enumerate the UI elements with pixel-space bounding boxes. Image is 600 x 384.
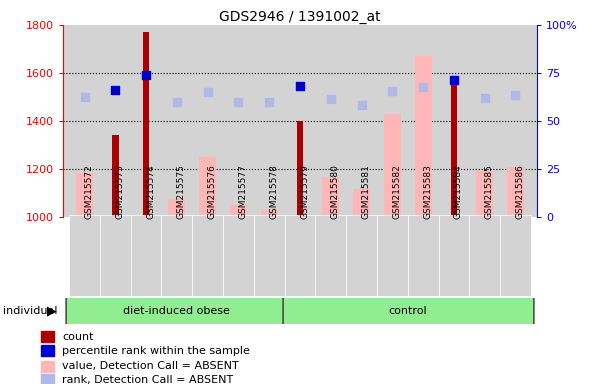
Text: value, Detection Call = ABSENT: value, Detection Call = ABSENT — [62, 361, 239, 371]
Point — [295, 83, 305, 89]
Text: GSM215580: GSM215580 — [331, 164, 340, 219]
Bar — [507, 167, 524, 217]
Text: count: count — [62, 332, 94, 342]
Point — [388, 88, 397, 94]
Text: GSM215583: GSM215583 — [423, 164, 432, 219]
Text: GSM215585: GSM215585 — [485, 164, 494, 219]
Text: GSM215584: GSM215584 — [454, 164, 463, 219]
Text: GSM215577: GSM215577 — [238, 164, 247, 219]
Text: individual: individual — [3, 306, 58, 316]
Bar — [169, 199, 185, 217]
Text: GSM215582: GSM215582 — [392, 164, 401, 219]
Point — [449, 77, 458, 83]
Text: GSM215574: GSM215574 — [146, 164, 155, 219]
Text: GSM215576: GSM215576 — [208, 164, 217, 219]
Point — [203, 89, 212, 95]
Bar — [439, 215, 469, 296]
Bar — [112, 136, 119, 217]
Bar — [476, 171, 493, 217]
Bar — [469, 215, 500, 296]
Bar — [377, 215, 408, 296]
Text: ▶: ▶ — [47, 305, 57, 318]
Bar — [408, 215, 439, 296]
Text: GSM215575: GSM215575 — [177, 164, 186, 219]
Bar — [143, 32, 149, 217]
Bar — [69, 215, 100, 296]
Text: GSM215572: GSM215572 — [85, 164, 94, 219]
Bar — [230, 205, 247, 217]
Text: GSM215586: GSM215586 — [515, 164, 524, 219]
Bar — [161, 215, 192, 296]
Point — [418, 84, 428, 91]
Text: rank, Detection Call = ABSENT: rank, Detection Call = ABSENT — [62, 374, 233, 384]
Bar — [41, 345, 54, 356]
Bar — [296, 121, 304, 217]
Bar — [41, 361, 54, 372]
Bar — [353, 189, 370, 217]
Point — [110, 87, 120, 93]
Bar — [100, 215, 131, 296]
Point — [357, 102, 367, 108]
Point — [326, 96, 335, 103]
Text: GSM215578: GSM215578 — [269, 164, 278, 219]
Text: GSM215579: GSM215579 — [300, 164, 309, 219]
FancyBboxPatch shape — [283, 296, 534, 326]
Point — [80, 94, 89, 100]
Point — [265, 99, 274, 105]
Bar — [192, 215, 223, 296]
Bar — [451, 79, 457, 217]
Text: control: control — [388, 306, 427, 316]
Point — [142, 72, 151, 78]
Bar — [346, 215, 377, 296]
Text: percentile rank within the sample: percentile rank within the sample — [62, 346, 250, 356]
Bar — [199, 157, 216, 217]
Text: GSM215573: GSM215573 — [115, 164, 124, 219]
Bar — [500, 215, 531, 296]
Bar — [322, 177, 339, 217]
Bar — [131, 215, 161, 296]
Bar — [223, 215, 254, 296]
Text: diet-induced obese: diet-induced obese — [124, 306, 230, 316]
Bar — [316, 215, 346, 296]
Point — [480, 95, 490, 101]
Bar — [384, 114, 401, 217]
Text: GSM215581: GSM215581 — [362, 164, 371, 219]
Point — [172, 99, 182, 105]
Bar — [254, 215, 284, 296]
Bar — [284, 215, 316, 296]
Point — [233, 99, 243, 105]
Text: GDS2946 / 1391002_at: GDS2946 / 1391002_at — [219, 10, 381, 23]
Point — [511, 91, 520, 98]
FancyBboxPatch shape — [66, 296, 287, 326]
Bar — [415, 56, 431, 217]
Bar — [41, 331, 54, 342]
Bar — [41, 374, 54, 384]
Bar — [261, 210, 278, 217]
Bar — [76, 172, 93, 217]
